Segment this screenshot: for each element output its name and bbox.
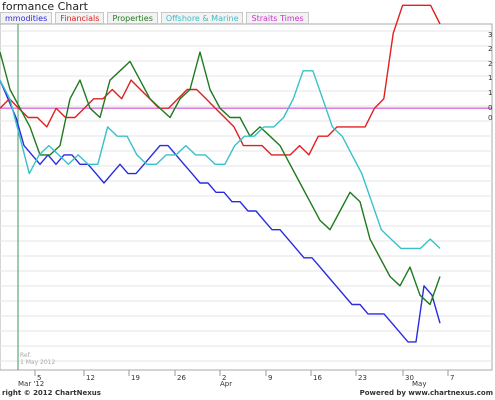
plot-area [0,23,493,371]
series-line [0,79,441,343]
legend-tabs: mmodities Financials Properties Offshore… [0,12,309,24]
x-tick-label: 26 [177,374,186,382]
x-axis: 5 12 19 26 2 9 16 23 30 7 Mar '12 Apr May [18,370,454,388]
y-axis: 3 2 2 1 1 0 0 [488,31,492,122]
grid-lines [0,30,492,362]
x-tick-label: 12 [86,374,95,382]
y-tick-label: 1 [488,74,492,82]
y-tick-label: 2 [488,60,492,68]
month-label: Apr [220,380,232,388]
series-line [0,70,441,250]
series-lines [0,4,441,343]
tab-commodities[interactable]: mmodities [0,12,53,24]
x-tick-label: 30 [405,374,414,382]
y-tick-label: 1 [488,89,492,97]
tab-properties[interactable]: Properties [107,12,158,24]
y-tick-label: 0 [488,114,492,122]
y-tick-label: 0 [488,104,492,112]
chart-title: formance Chart [2,0,88,13]
x-tick-label: 2 [222,374,226,382]
y-tick-label: 3 [488,31,492,39]
month-label: May [412,380,426,388]
copyright-text: right © 2012 ChartNexus [2,389,101,397]
tab-straits-times[interactable]: Straits Times [246,12,309,24]
tab-offshore-marine[interactable]: Offshore & Marine [160,12,244,24]
reference-date: 1 May 2012 [20,359,55,366]
series-line [0,4,441,156]
x-tick-label: 16 [313,374,322,382]
month-label: Mar '12 [18,380,44,388]
x-tick-label: 19 [131,374,140,382]
tab-financials[interactable]: Financials [55,12,105,24]
powered-by-text: Powered by www.chartnexus.com [359,389,493,397]
x-tick-label: 7 [450,374,454,382]
x-tick-label: 5 [37,374,41,382]
x-tick-label: 9 [268,374,272,382]
y-tick-label: 2 [488,45,492,53]
reference-label: Ref. [20,352,31,359]
series-line [0,51,441,306]
x-tick-label: 23 [358,374,367,382]
